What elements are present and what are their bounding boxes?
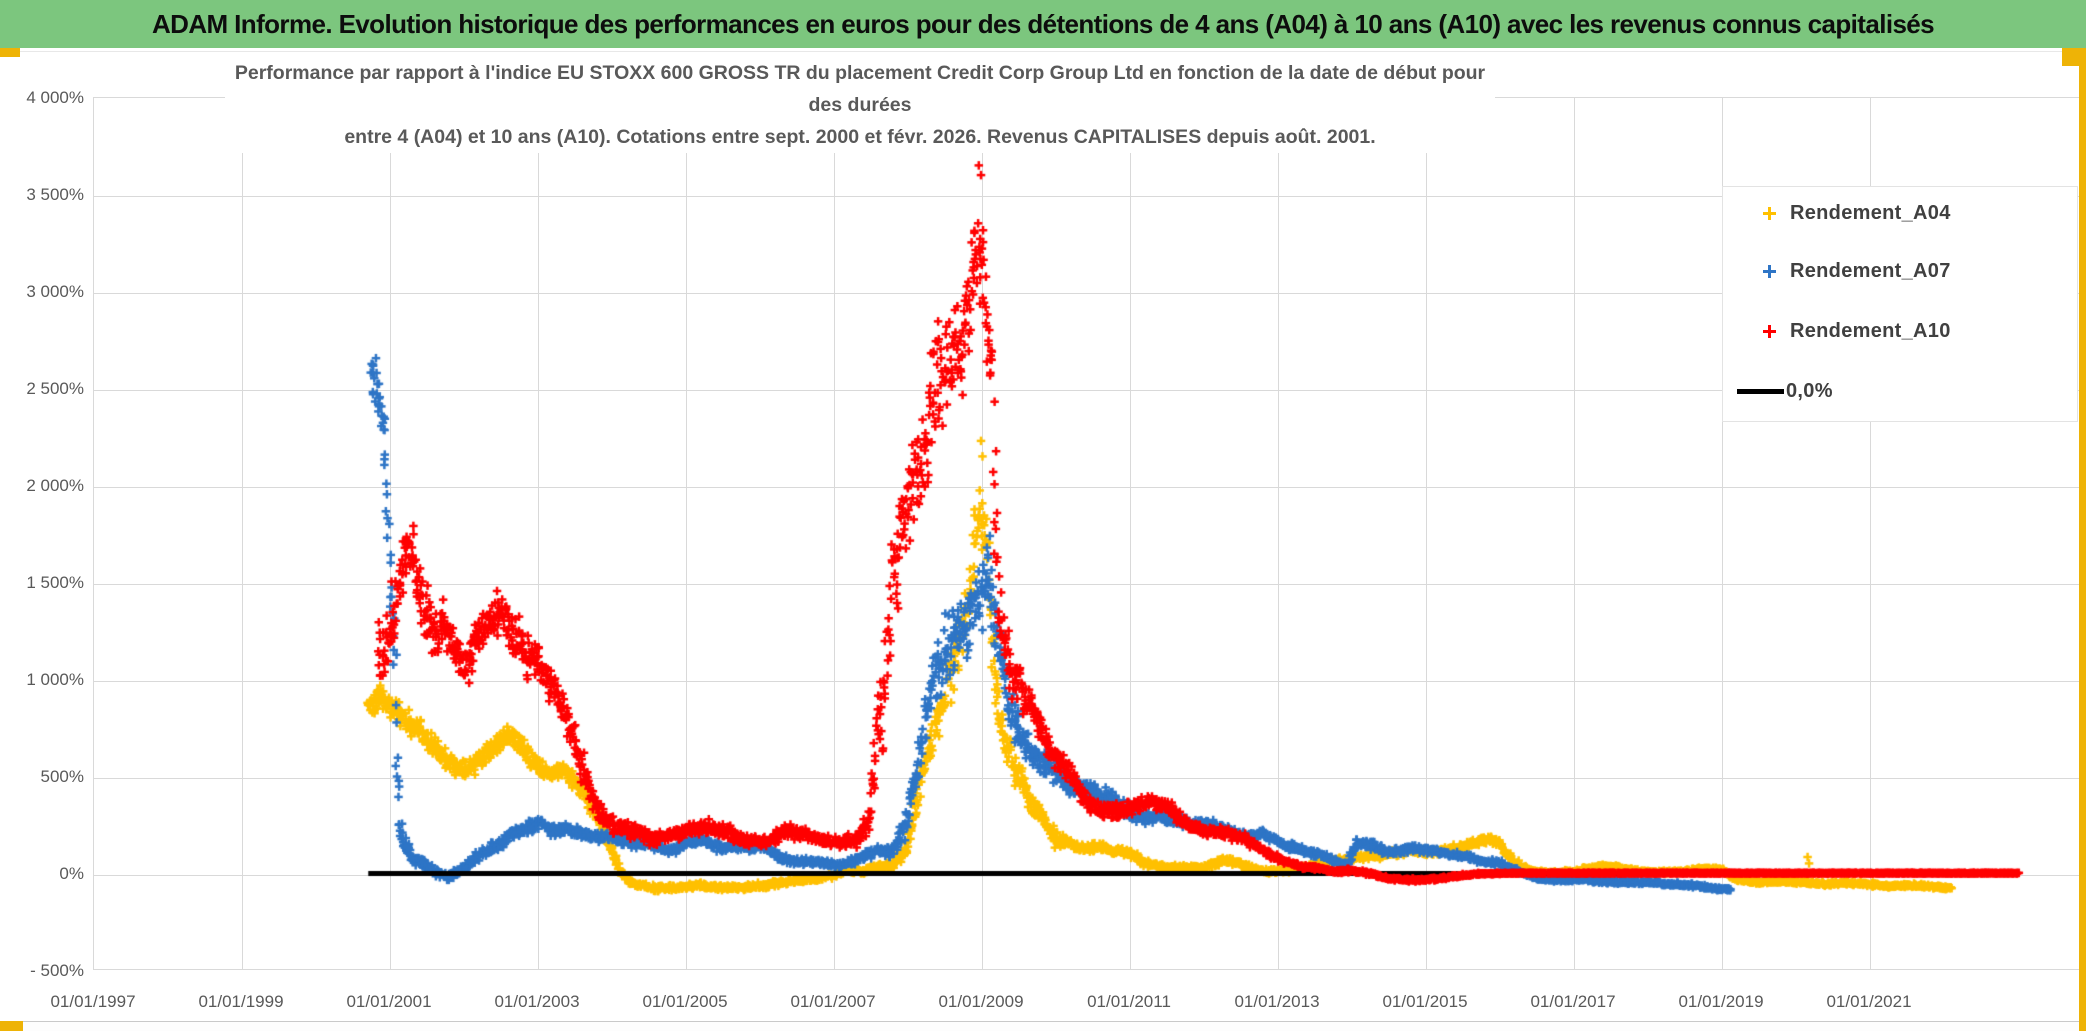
legend-item-rendement-a07[interactable]: Rendement_A07	[1723, 251, 2077, 291]
legend-label: Rendement_A04	[1790, 201, 1951, 224]
gold-frame-bottom-left-square	[0, 1021, 23, 1031]
gold-frame-right-strip[interactable]	[2079, 48, 2086, 1031]
legend-label: Rendement_A07	[1790, 259, 1951, 282]
page-title: ADAM Informe. Evolution historique des p…	[151, 9, 1935, 39]
legend-item-rendement-a04[interactable]: Rendement_A04	[1723, 193, 2077, 233]
legend-label: 0,0%	[1786, 379, 1833, 402]
plus-marker-icon-red	[1763, 324, 1776, 338]
plus-marker-icon-blue	[1763, 264, 1776, 278]
bottom-sheet-strip	[0, 1021, 2086, 1031]
title-banner: ADAM Informe. Evolution historique des p…	[0, 0, 2086, 48]
chart-title-line1: Performance par rapport à l'indice EU ST…	[234, 62, 1486, 116]
legend-item-zero-line[interactable]: 0,0%	[1723, 371, 2077, 411]
legend-label: Rendement_A10	[1790, 319, 1951, 342]
chart-title-line2: entre 4 (A04) et 10 ans (A10). Cotations…	[344, 126, 1376, 148]
chart-title: Performance par rapport à l'indice EU ST…	[225, 57, 1495, 153]
zero-line-sample-icon	[1737, 388, 1784, 394]
legend-item-rendement-a10[interactable]: Rendement_A10	[1723, 311, 2077, 351]
chart-legend[interactable]: Rendement_A04 Rendement_A07 Rendement_A1…	[1722, 186, 2078, 422]
plus-marker-icon-gold	[1763, 206, 1776, 220]
gold-frame-top-left-tab	[0, 48, 20, 57]
